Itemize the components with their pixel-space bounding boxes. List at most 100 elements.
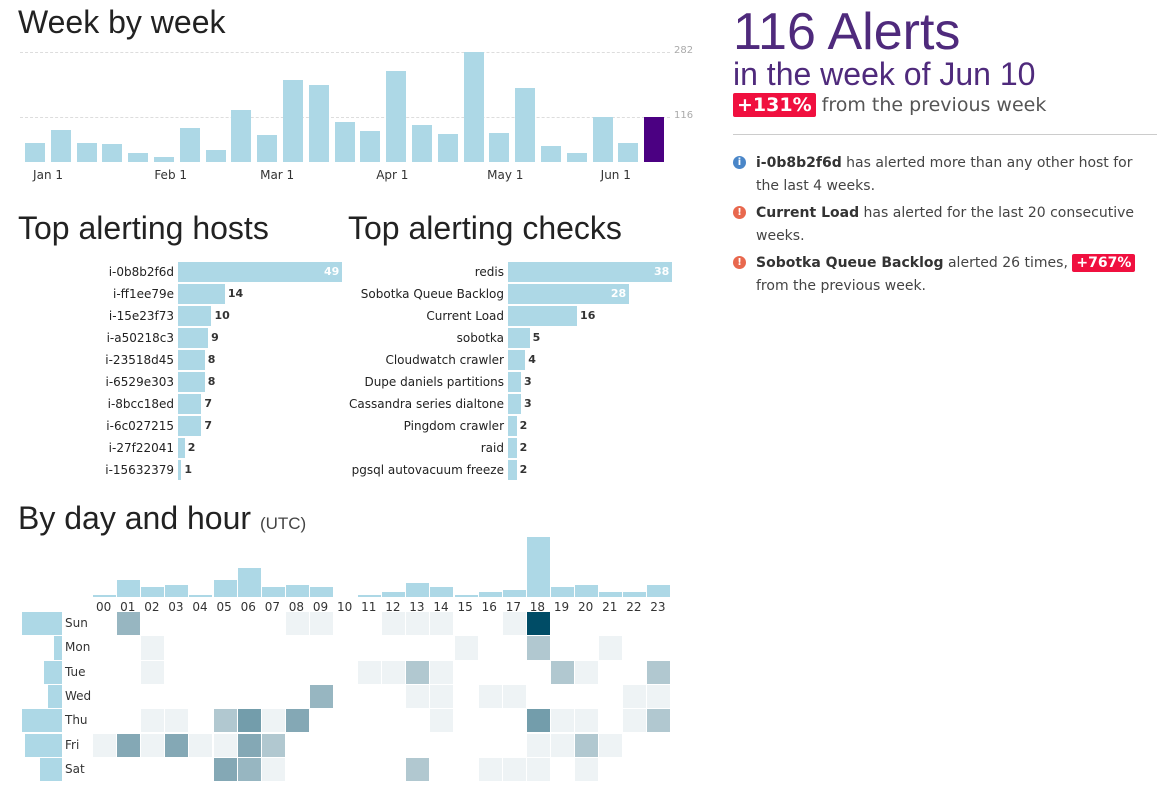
heat-cell[interactable] bbox=[478, 684, 502, 709]
week-bar[interactable] bbox=[308, 85, 329, 162]
heat-cell[interactable] bbox=[575, 757, 599, 782]
heat-cell[interactable] bbox=[647, 660, 671, 684]
week-bar[interactable] bbox=[437, 133, 458, 162]
heat-cell[interactable] bbox=[502, 612, 526, 636]
heat-cell[interactable] bbox=[406, 612, 430, 636]
heat-cell[interactable] bbox=[93, 733, 117, 757]
week-bar[interactable] bbox=[360, 131, 381, 162]
heat-cell[interactable] bbox=[430, 684, 454, 709]
heat-cell[interactable] bbox=[382, 660, 406, 684]
week-bar[interactable] bbox=[154, 156, 174, 162]
week-bar[interactable] bbox=[25, 142, 45, 162]
heat-cell[interactable] bbox=[141, 709, 165, 733]
heat-cell[interactable] bbox=[165, 733, 189, 757]
heat-cell[interactable] bbox=[502, 684, 526, 709]
heat-cell[interactable] bbox=[141, 636, 165, 660]
heat-cell[interactable] bbox=[285, 612, 309, 636]
value-bar bbox=[508, 394, 521, 414]
heat-cell[interactable] bbox=[647, 709, 671, 733]
heat-cell[interactable] bbox=[550, 709, 574, 733]
heat-cell[interactable] bbox=[575, 709, 599, 733]
heat-cell[interactable] bbox=[406, 660, 430, 684]
heat-cell[interactable] bbox=[454, 636, 478, 660]
week-bar[interactable] bbox=[231, 110, 252, 162]
heat-cell[interactable] bbox=[213, 757, 237, 782]
week-bar[interactable] bbox=[257, 135, 278, 162]
insight-body: alerted 26 times, bbox=[943, 255, 1073, 271]
day-label: Mon bbox=[65, 640, 91, 655]
heat-cell[interactable] bbox=[575, 660, 599, 684]
heat-cell[interactable] bbox=[165, 709, 189, 733]
day-label: Tue bbox=[65, 664, 86, 679]
heat-cell[interactable] bbox=[285, 709, 309, 733]
heat-cell[interactable] bbox=[189, 733, 213, 757]
week-bar[interactable] bbox=[618, 143, 639, 162]
heat-cell[interactable] bbox=[237, 757, 261, 782]
week-bar[interactable] bbox=[50, 130, 71, 162]
week-bar[interactable] bbox=[566, 153, 587, 162]
week-bar[interactable] bbox=[334, 122, 355, 162]
value-bar bbox=[508, 438, 517, 458]
heat-cell[interactable] bbox=[237, 733, 261, 757]
week-bar[interactable] bbox=[283, 80, 303, 162]
heat-cell[interactable] bbox=[406, 757, 430, 782]
week-bar[interactable] bbox=[463, 52, 484, 162]
heat-cell[interactable] bbox=[623, 709, 647, 733]
heat-cell[interactable] bbox=[141, 733, 165, 757]
heat-cell[interactable] bbox=[237, 709, 261, 733]
heat-cell[interactable] bbox=[478, 757, 502, 782]
heat-cell[interactable] bbox=[623, 684, 647, 709]
heat-cell[interactable] bbox=[550, 660, 574, 684]
week-bar[interactable] bbox=[515, 88, 536, 162]
heat-cell[interactable] bbox=[261, 757, 285, 782]
week-bar[interactable] bbox=[179, 128, 200, 162]
heat-cell[interactable] bbox=[430, 660, 454, 684]
hour-bar bbox=[285, 585, 309, 597]
heat-cell[interactable] bbox=[117, 733, 141, 757]
heat-cell[interactable] bbox=[599, 733, 623, 757]
heat-cell[interactable] bbox=[261, 709, 285, 733]
row-label: Cloudwatch crawler bbox=[385, 353, 504, 367]
row-label: i-0b8b2f6d bbox=[108, 265, 174, 279]
x-tick-label: Apr 1 bbox=[376, 168, 409, 182]
week-bar[interactable] bbox=[128, 153, 149, 162]
heat-cell[interactable] bbox=[309, 684, 333, 709]
week-bar[interactable] bbox=[592, 116, 613, 162]
week-bar[interactable] bbox=[386, 71, 407, 162]
week-bar[interactable] bbox=[76, 142, 97, 162]
heat-cell[interactable] bbox=[647, 684, 671, 709]
heat-cell[interactable] bbox=[261, 733, 285, 757]
heat-cell[interactable] bbox=[599, 636, 623, 660]
heat-cell[interactable] bbox=[117, 612, 141, 636]
heat-cell[interactable] bbox=[526, 709, 550, 733]
week-label: in the week of Jun 10 bbox=[733, 56, 1036, 92]
week-bar[interactable] bbox=[205, 149, 226, 162]
heat-cell[interactable] bbox=[526, 733, 550, 757]
week-bar[interactable] bbox=[102, 143, 123, 162]
day-hour-title-text: By day and hour bbox=[18, 500, 252, 536]
current-week-bar[interactable] bbox=[644, 116, 665, 162]
heat-cell[interactable] bbox=[406, 684, 430, 709]
week-bar[interactable] bbox=[489, 133, 510, 162]
heat-cell[interactable] bbox=[382, 612, 406, 636]
heat-cell[interactable] bbox=[213, 733, 237, 757]
heat-cell[interactable] bbox=[430, 612, 454, 636]
week-bar[interactable] bbox=[541, 146, 561, 162]
value-bar bbox=[178, 350, 205, 370]
row-label: i-23518d45 bbox=[105, 353, 174, 367]
value-label: 1 bbox=[184, 463, 192, 476]
week-bar[interactable] bbox=[412, 124, 432, 162]
heat-cell[interactable] bbox=[575, 733, 599, 757]
heat-cell[interactable] bbox=[526, 757, 550, 782]
day-bar bbox=[47, 684, 62, 709]
heat-cell[interactable] bbox=[550, 733, 574, 757]
heat-cell[interactable] bbox=[358, 660, 382, 684]
heat-cell[interactable] bbox=[213, 709, 237, 733]
heat-cell[interactable] bbox=[526, 636, 550, 660]
heat-cell[interactable] bbox=[430, 709, 454, 733]
hour-bar bbox=[550, 587, 574, 597]
heat-cell[interactable] bbox=[526, 612, 550, 636]
heat-cell[interactable] bbox=[309, 612, 333, 636]
heat-cell[interactable] bbox=[141, 660, 165, 684]
heat-cell[interactable] bbox=[502, 757, 526, 782]
